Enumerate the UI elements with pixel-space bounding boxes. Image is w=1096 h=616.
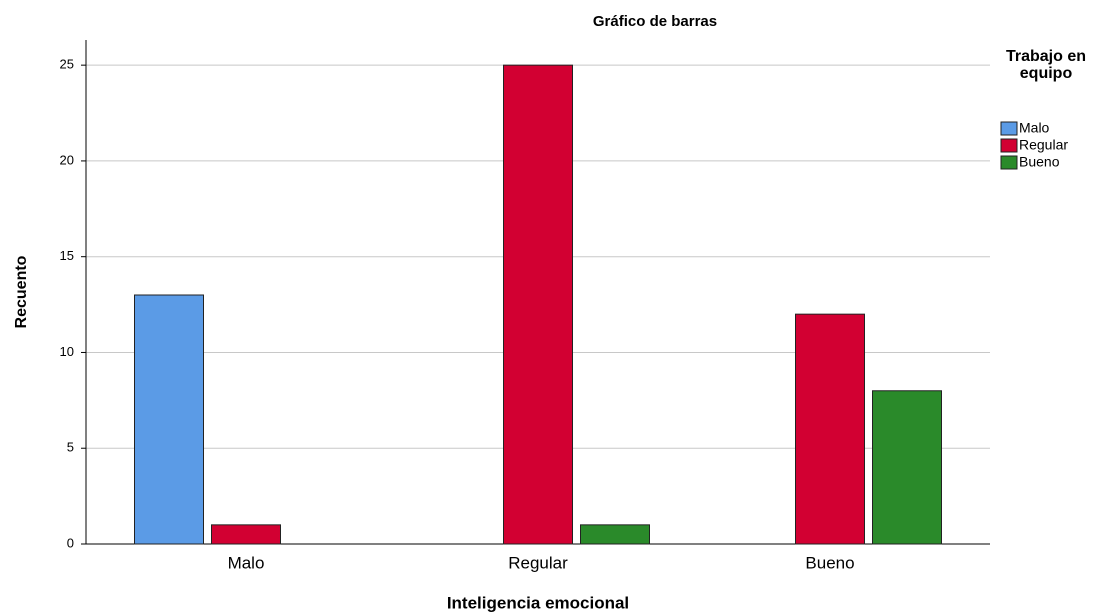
bar [134, 294, 204, 545]
y-tick-label: 25 [60, 57, 74, 72]
legend-swatch [1000, 138, 1018, 153]
y-tick-label: 20 [60, 152, 74, 167]
legend-swatch [1000, 155, 1018, 170]
y-tick-label: 0 [67, 535, 74, 550]
legend-title: Trabajo en equipo [1005, 48, 1087, 82]
y-tick-label: 15 [60, 248, 74, 263]
legend-label: Regular [1019, 137, 1068, 153]
x-tick-label: Malo [228, 553, 265, 572]
y-axis-label: Recuento [13, 255, 30, 328]
x-tick-label: Bueno [805, 553, 854, 572]
legend-swatch [1000, 121, 1018, 136]
y-tick-label: 5 [67, 440, 74, 455]
bar [580, 524, 650, 545]
bar [795, 313, 865, 545]
legend-label: Malo [1019, 120, 1050, 136]
legend-label: Bueno [1019, 154, 1060, 170]
bar [503, 64, 573, 545]
x-axis-label: Inteligencia emocional [447, 593, 629, 612]
bar [211, 524, 281, 545]
bar [872, 390, 942, 545]
x-tick-label: Regular [508, 553, 568, 572]
chart-title: Gráfico de barras [593, 13, 717, 30]
y-tick-label: 10 [60, 344, 74, 359]
